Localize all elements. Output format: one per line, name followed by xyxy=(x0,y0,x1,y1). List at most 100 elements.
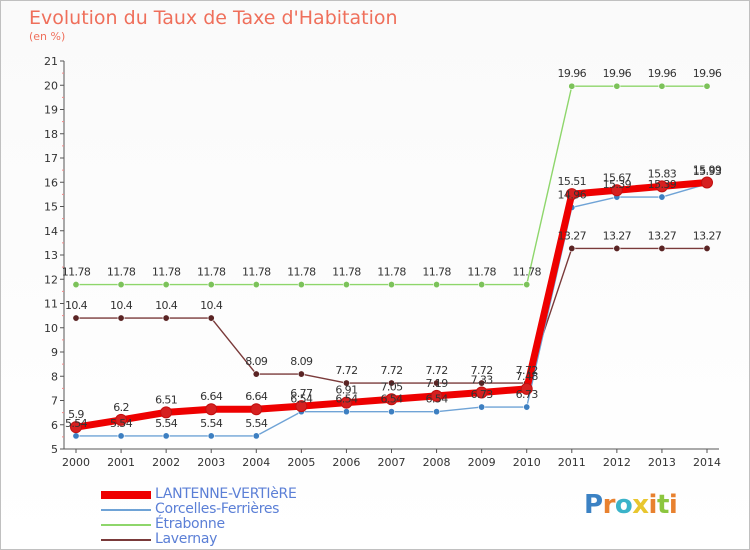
y-tick-label: 21 xyxy=(44,55,58,68)
data-label: 15.93 xyxy=(693,165,722,178)
legend-swatch xyxy=(101,509,151,511)
data-point xyxy=(162,281,170,289)
data-label: 6.54 xyxy=(426,393,449,406)
data-label: 5.54 xyxy=(245,417,268,430)
y-tick-label: 9 xyxy=(51,346,58,359)
data-label: 6.54 xyxy=(290,393,313,406)
data-label: 7.72 xyxy=(426,364,448,377)
data-label: 5.54 xyxy=(200,417,223,430)
logo-letter: o xyxy=(614,490,633,520)
data-label: 5.54 xyxy=(110,417,133,430)
data-point xyxy=(523,281,531,289)
data-label: 5.9 xyxy=(68,408,84,421)
data-point xyxy=(433,408,441,416)
data-point xyxy=(70,421,82,434)
data-point xyxy=(568,244,576,252)
data-point xyxy=(72,314,80,322)
x-tick-label: 2009 xyxy=(468,456,496,469)
data-point xyxy=(703,82,711,90)
data-label: 10.4 xyxy=(200,299,223,312)
data-point xyxy=(117,432,125,440)
data-point xyxy=(385,393,398,406)
data-point xyxy=(658,244,666,252)
legend-item: Étrabonne xyxy=(101,516,361,532)
data-label: 15.39 xyxy=(603,178,632,191)
data-label: 6.54 xyxy=(380,393,403,406)
data-label: 11.78 xyxy=(467,266,496,279)
data-label: 5.54 xyxy=(65,417,88,430)
y-tick-label: 8 xyxy=(51,370,58,383)
logo-letter: x xyxy=(632,490,649,520)
data-label: 7.19 xyxy=(426,377,449,390)
data-label: 19.96 xyxy=(693,67,722,80)
x-tick-label: 2007 xyxy=(378,456,406,469)
data-point xyxy=(297,281,305,289)
data-label: 8.09 xyxy=(245,355,268,368)
data-point xyxy=(387,379,395,387)
data-point xyxy=(250,403,263,416)
x-tick-label: 2003 xyxy=(197,456,225,469)
data-point xyxy=(613,82,621,90)
legend-label: Corcelles-Ferrières xyxy=(155,501,280,517)
logo-letter: i xyxy=(668,490,678,520)
data-point xyxy=(610,184,623,197)
y-tick-label: 12 xyxy=(44,273,58,286)
legend-label: LANTENNE-VERTIèRE xyxy=(155,486,297,502)
data-point xyxy=(160,406,173,419)
data-point xyxy=(342,408,350,416)
x-tick-label: 2001 xyxy=(107,456,135,469)
data-point xyxy=(207,281,215,289)
y-tick-label: 15 xyxy=(44,201,58,214)
logo-letter: r xyxy=(602,490,616,520)
data-point xyxy=(252,432,260,440)
legend-swatch xyxy=(101,524,151,526)
legend-item: LANTENNE-VERTIèRE xyxy=(101,486,361,502)
data-point xyxy=(72,432,80,440)
data-label: 7.72 xyxy=(380,364,402,377)
legend-label: Lavernay xyxy=(155,531,218,547)
data-point xyxy=(340,396,353,409)
data-label: 5.54 xyxy=(155,417,178,430)
data-point xyxy=(478,379,486,387)
data-point xyxy=(162,432,170,440)
data-label: 6.64 xyxy=(200,390,223,403)
data-label: 7.05 xyxy=(380,380,403,393)
data-point xyxy=(342,281,350,289)
x-tick-label: 2011 xyxy=(558,456,586,469)
data-point xyxy=(162,314,170,322)
y-tick-label: 17 xyxy=(44,152,58,165)
data-point xyxy=(478,403,486,411)
data-point xyxy=(205,403,218,416)
data-label: 10.4 xyxy=(155,299,178,312)
x-tick-label: 2002 xyxy=(152,456,180,469)
data-point xyxy=(295,400,308,413)
data-label: 19.96 xyxy=(603,67,632,80)
data-point xyxy=(252,281,260,289)
y-tick-label: 6 xyxy=(51,419,58,432)
data-label: 11.78 xyxy=(422,266,451,279)
logo-letter: P xyxy=(584,490,603,520)
proxiti-logo: Proxiti xyxy=(584,490,678,520)
data-label: 15.39 xyxy=(648,178,677,191)
data-point xyxy=(568,82,576,90)
x-tick-label: 2000 xyxy=(62,456,90,469)
data-label: 6.91 xyxy=(335,384,357,397)
x-tick-label: 2012 xyxy=(603,456,631,469)
data-label: 6.2 xyxy=(113,401,129,414)
chart-subtitle: (en %) xyxy=(29,30,66,43)
y-tick-label: 7 xyxy=(51,395,58,408)
y-tick-label: 13 xyxy=(44,249,58,262)
data-label: 14.96 xyxy=(558,188,587,201)
data-label: 11.78 xyxy=(107,266,136,279)
legend-label: Étrabonne xyxy=(155,516,225,532)
data-label: 10.4 xyxy=(65,299,88,312)
chart-title: Evolution du Taux de Taxe d'Habitation xyxy=(29,7,398,29)
legend-item: Corcelles-Ferrières xyxy=(101,501,361,517)
data-point xyxy=(565,188,578,201)
data-label: 13.27 xyxy=(558,229,587,242)
data-label: 15.99 xyxy=(693,163,722,176)
data-label: 11.78 xyxy=(197,266,226,279)
data-point xyxy=(523,403,531,411)
data-label: 15.51 xyxy=(558,175,587,188)
logo-letter: t xyxy=(656,490,669,520)
